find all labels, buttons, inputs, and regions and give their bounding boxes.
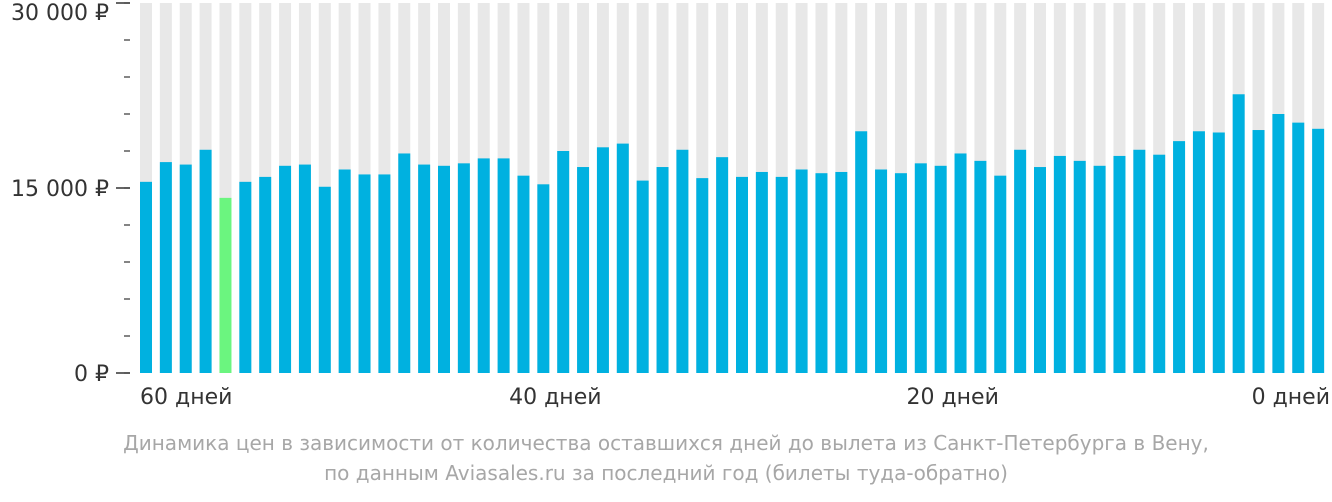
bar[interactable] (974, 160, 987, 373)
bar[interactable] (179, 164, 192, 373)
bar[interactable] (1272, 114, 1285, 373)
bar[interactable] (875, 169, 888, 374)
bar[interactable] (855, 131, 868, 373)
y-tick-label: 30 000 ₽ (11, 1, 109, 26)
bar[interactable] (1212, 132, 1225, 374)
bar[interactable] (1153, 154, 1166, 373)
y-axis: 0 ₽ 15 000 ₽ 30 000 ₽ (11, 1, 130, 387)
bar[interactable] (318, 186, 331, 373)
x-tick-label: 40 дней (509, 385, 601, 410)
bar[interactable] (438, 165, 450, 373)
bar[interactable] (736, 176, 748, 373)
bar[interactable] (894, 173, 907, 373)
bar[interactable] (517, 175, 530, 373)
bar[interactable] (795, 169, 808, 374)
bar[interactable] (338, 169, 351, 374)
bar[interactable] (259, 176, 272, 373)
bar[interactable] (1232, 94, 1245, 374)
bar[interactable] (636, 180, 649, 373)
bar[interactable] (716, 157, 729, 373)
bar-backgrounds (140, 3, 1325, 373)
x-tick-label: 20 дней (906, 385, 998, 410)
bar[interactable] (1252, 130, 1265, 373)
bar[interactable] (1093, 165, 1106, 373)
bar[interactable] (954, 153, 967, 373)
bar[interactable] (815, 173, 828, 373)
bar[interactable] (358, 174, 371, 373)
bar[interactable] (1133, 149, 1146, 373)
bar[interactable] (1113, 155, 1126, 373)
bar[interactable] (497, 158, 510, 373)
bar[interactable] (755, 171, 768, 373)
bar[interactable] (140, 181, 152, 373)
bar[interactable] (994, 175, 1007, 373)
bar[interactable] (1014, 149, 1027, 373)
bar[interactable] (199, 149, 212, 373)
bar[interactable] (1292, 122, 1305, 373)
bar[interactable] (775, 176, 788, 373)
bar[interactable] (159, 162, 172, 373)
bar[interactable] (1053, 155, 1066, 373)
bar[interactable] (934, 165, 947, 373)
bar[interactable] (596, 147, 609, 373)
bar[interactable] (656, 167, 669, 373)
bar[interactable] (418, 164, 431, 373)
bar-cheapest[interactable] (219, 197, 232, 373)
bar[interactable] (1312, 128, 1325, 373)
x-axis: 60 дней 40 дней 20 дней 0 дней (140, 385, 1330, 410)
bar[interactable] (1192, 131, 1205, 373)
bars (140, 94, 1325, 374)
bar[interactable] (577, 167, 590, 373)
bar[interactable] (457, 163, 470, 373)
y-tick-label: 0 ₽ (74, 362, 109, 387)
y-tick-label: 15 000 ₽ (11, 177, 109, 202)
bar[interactable] (835, 171, 848, 373)
bar[interactable] (477, 158, 490, 373)
bar[interactable] (1173, 141, 1186, 373)
bar[interactable] (398, 153, 411, 373)
bar[interactable] (239, 181, 252, 373)
bar[interactable] (676, 149, 689, 373)
chart-caption-line-2: по данным Aviasales.ru за последний год … (324, 461, 1008, 485)
bar[interactable] (1073, 160, 1086, 373)
bar[interactable] (537, 184, 550, 373)
chart-caption-line-1: Динамика цен в зависимости от количества… (123, 431, 1209, 455)
bar[interactable] (914, 163, 927, 373)
bar[interactable] (378, 174, 391, 373)
bar[interactable] (616, 143, 629, 373)
bar[interactable] (696, 178, 709, 373)
x-tick-label: 60 дней (140, 385, 232, 410)
x-tick-label: 0 дней (1252, 385, 1330, 410)
bar[interactable] (1034, 167, 1046, 373)
bar[interactable] (298, 164, 311, 373)
bar[interactable] (557, 151, 570, 373)
bar[interactable] (279, 165, 292, 373)
